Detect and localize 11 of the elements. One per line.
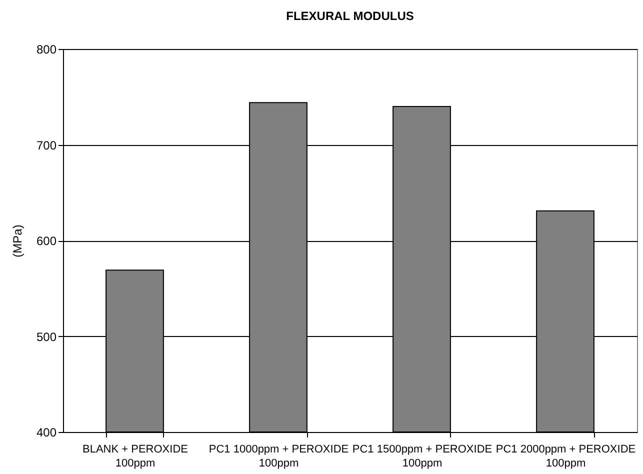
x-tick-label: PC1 1000ppm + PEROXIDE 100ppm — [208, 444, 349, 470]
y-axis-title: (MPa) — [10, 224, 24, 258]
x-tick-label: BLANK + PEROXIDE 100ppm — [82, 444, 188, 470]
y-tick-label: 600 — [36, 234, 57, 248]
y-tick-label: 500 — [36, 330, 57, 344]
y-tick-label: 800 — [36, 42, 57, 56]
y-tick-label: 400 — [36, 426, 57, 440]
y-tick-label: 700 — [36, 138, 57, 152]
chart-title: FLEXURAL MODULUS — [286, 9, 414, 23]
x-tick-label: PC1 1500ppm + PEROXIDE 100ppm — [352, 444, 492, 470]
x-tick-label: PC1 2000ppm + PEROXIDE 100ppm — [496, 444, 636, 470]
